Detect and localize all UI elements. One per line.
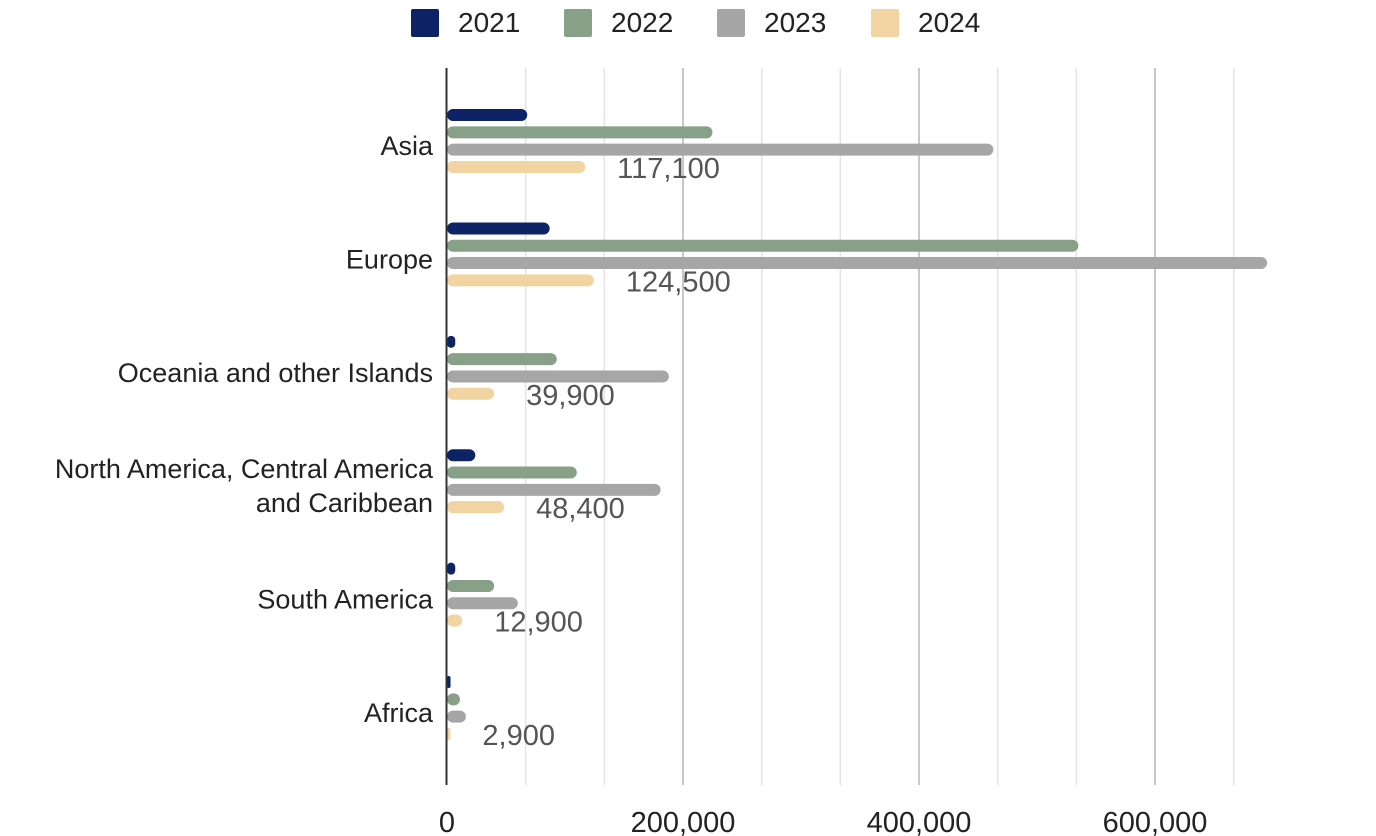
legend-swatch-2021 — [411, 9, 439, 37]
legend-item-2022[interactable]: 2022 — [564, 4, 673, 42]
bar-2021-0 — [447, 109, 528, 122]
data-label-2: 39,900 — [526, 380, 615, 412]
bar-2023-5 — [447, 710, 466, 723]
category-label-3: North America, Central America — [55, 454, 434, 484]
bar-2021-2 — [447, 335, 456, 348]
category-label-5: Africa — [364, 698, 434, 728]
gridlines — [524, 68, 1235, 785]
data-label-5: 2,900 — [482, 720, 555, 752]
category-label-4: South America — [257, 585, 434, 615]
bar-2023-4 — [447, 597, 518, 610]
legend-swatch-2023 — [717, 9, 745, 37]
bar-2022-1 — [447, 239, 1079, 252]
legend-label-2023: 2023 — [764, 7, 827, 38]
category-label-2: Oceania and other Islands — [118, 358, 433, 388]
x-tick-label-3: 600,000 — [1103, 807, 1208, 836]
bar-2022-2 — [447, 353, 557, 366]
x-tick-label-2: 400,000 — [867, 807, 972, 836]
x-tick-labels: 0 200,000 400,000 600,000 — [439, 807, 1207, 836]
bar-2024-0 — [447, 160, 586, 173]
bar-2024-4 — [447, 614, 463, 627]
category-label-1: Europe — [346, 244, 433, 274]
legend-label-2021: 2021 — [458, 7, 521, 38]
bar-2024-2 — [447, 387, 495, 400]
bar-2021-3 — [447, 449, 476, 462]
bars — [447, 109, 1268, 740]
chart-legend: 2021 2022 2023 2024 — [0, 4, 1376, 42]
x-tick-label-0: 0 — [439, 807, 455, 836]
bar-2021-5 — [447, 676, 451, 689]
data-label-4: 12,900 — [494, 607, 583, 639]
legend-label-2022: 2022 — [611, 7, 674, 38]
bar-2022-0 — [447, 126, 713, 139]
data-labels: 117,100 124,500 39,900 48,400 12,900 2,900 — [482, 153, 730, 752]
legend-item-2024[interactable]: 2024 — [871, 4, 980, 42]
data-label-1: 124,500 — [626, 266, 731, 298]
bar-2022-4 — [447, 579, 495, 592]
bar-2024-3 — [447, 501, 505, 514]
bar-2021-4 — [447, 562, 456, 575]
data-label-3: 48,400 — [536, 493, 625, 525]
bar-2022-3 — [447, 466, 577, 479]
category-label-3: and Caribbean — [256, 488, 433, 518]
legend-item-2021[interactable]: 2021 — [411, 4, 520, 42]
category-label-0: Asia — [380, 131, 434, 161]
x-tick-label-1: 200,000 — [631, 807, 736, 836]
bar-2024-5 — [447, 727, 451, 740]
category-labels: Asia Europe Oceania and other Islands North… — [55, 131, 434, 728]
legend-item-2023[interactable]: 2023 — [717, 4, 826, 42]
bar-2023-1 — [447, 257, 1268, 270]
bar-2021-1 — [447, 222, 550, 235]
data-label-0: 117,100 — [617, 153, 720, 185]
bar-2023-0 — [447, 143, 994, 156]
bar-2023-2 — [447, 370, 669, 383]
legend-label-2024: 2024 — [918, 7, 981, 38]
legend-swatch-2022 — [564, 9, 592, 37]
legend-swatch-2024 — [871, 9, 899, 37]
bar-2024-1 — [447, 274, 594, 287]
bar-2023-3 — [447, 483, 661, 496]
bar-2022-5 — [447, 693, 460, 706]
